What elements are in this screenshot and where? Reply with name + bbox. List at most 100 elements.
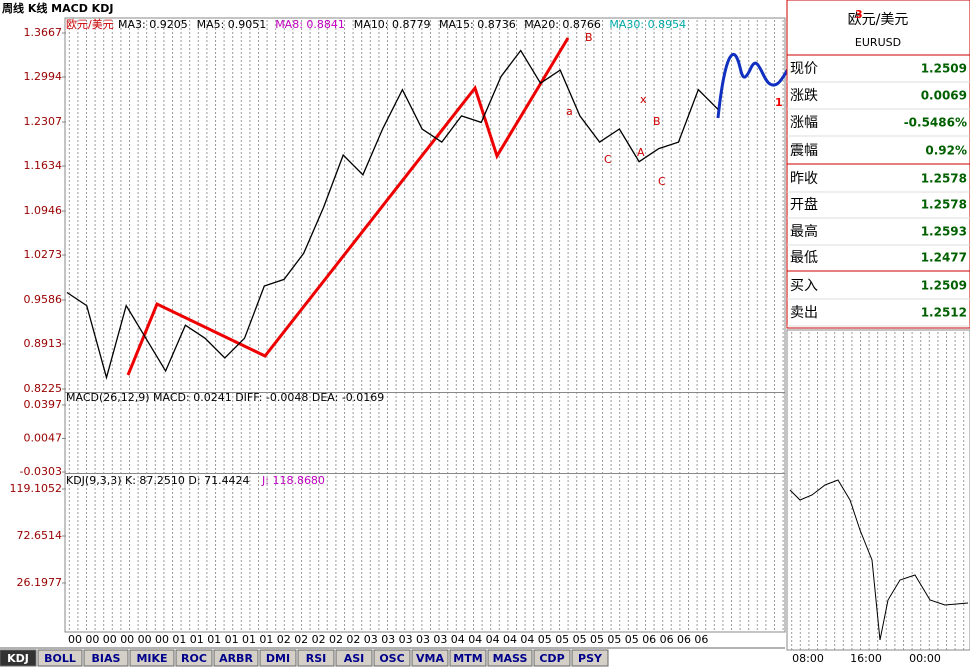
tab-label[interactable]: BOLL (44, 652, 76, 665)
time-label: 08:00 (792, 652, 824, 665)
x-tick-label: 06 (642, 633, 656, 646)
tab-label[interactable]: BIAS (92, 652, 121, 665)
tab[interactable] (175, 649, 213, 667)
quote-value: 0.92% (925, 144, 967, 158)
x-tick-label: 00 (138, 633, 152, 646)
x-tick-label: 01 (190, 633, 204, 646)
tab[interactable] (449, 649, 487, 667)
tab[interactable] (487, 649, 533, 667)
tab-label[interactable]: ARBR (219, 652, 253, 665)
annotation: C (658, 175, 666, 188)
tab-label[interactable]: MASS (493, 652, 528, 665)
tab[interactable] (129, 649, 175, 667)
ma-label: MA15: 0.8736 (439, 18, 516, 31)
tab-label[interactable]: DMI (266, 652, 290, 665)
quote-value: 1.2509 (921, 62, 967, 76)
ma-label: MA5: 0.9051 (197, 18, 267, 31)
quote-value: 1.2509 (921, 279, 967, 293)
quote-label: 最高 (790, 223, 818, 240)
x-tick-label: 02 (346, 633, 360, 646)
tab[interactable] (37, 649, 83, 667)
tab-label[interactable]: PSY (578, 652, 603, 665)
x-tick-label: 01 (259, 633, 273, 646)
y-tick-label: 26.1977 (17, 576, 63, 589)
tab-label[interactable]: ASI (344, 652, 365, 665)
y-tick-label: 1.2307 (24, 115, 63, 128)
quote-value: -0.5486% (904, 116, 967, 130)
x-tick-label: 00 (103, 633, 117, 646)
y-tick-label: 119.1052 (10, 482, 63, 495)
y-tick-label: 1.2994 (24, 70, 63, 83)
tab-label[interactable]: VMA (416, 652, 444, 665)
quote-label: 涨跌 (790, 88, 818, 104)
annotation: a (566, 105, 573, 118)
y-tick-label: 72.6514 (17, 529, 63, 542)
kdj-grid (65, 474, 785, 632)
quote-label: 开盘 (790, 196, 818, 213)
tab[interactable] (571, 649, 609, 667)
x-tick-label: 04 (451, 633, 465, 646)
tab-label[interactable]: RSI (306, 652, 327, 665)
tab-label[interactable]: MTM (453, 652, 482, 665)
tab[interactable] (0, 649, 37, 667)
main-grid (65, 18, 785, 392)
x-tick-label: 05 (538, 633, 552, 646)
ma-label: MA3: 0.9205 (118, 18, 188, 31)
quote-code: EURUSD (855, 36, 901, 49)
intraday-line (789, 479, 969, 641)
time-label: 16:00 (850, 652, 882, 665)
annotation: A (637, 146, 645, 159)
x-tick-label: 05 (590, 633, 604, 646)
macd-header: MACD(26,12,9) MACD: 0.0241 DIFF: -0.0048… (66, 391, 384, 404)
x-tick-label: 01 (242, 633, 256, 646)
y-tick-label: 0.8913 (24, 337, 63, 350)
x-tick-label: 04 (468, 633, 482, 646)
x-tick-label: 05 (555, 633, 569, 646)
tab-label[interactable]: MIKE (136, 652, 167, 665)
quote-label: 卖出 (790, 305, 818, 321)
quote-value: 1.2578 (921, 198, 967, 212)
tab-label[interactable]: OSC (379, 652, 404, 665)
annotation: 3 (855, 8, 863, 21)
tab-label[interactable]: ROC (181, 652, 207, 665)
y-tick-label: 1.1634 (24, 159, 63, 172)
quote-value: 1.2593 (921, 225, 967, 239)
x-tick-label: 04 (520, 633, 534, 646)
quote-value: 1.2477 (921, 251, 967, 265)
tab[interactable] (83, 649, 129, 667)
y-tick-label: 0.0047 (24, 432, 63, 445)
annotation: 1 (775, 96, 783, 109)
annotation: B (585, 31, 593, 44)
x-tick-label: 00 (68, 633, 82, 646)
tab[interactable] (335, 649, 373, 667)
tab[interactable] (411, 649, 449, 667)
intraday-panel (786, 329, 970, 651)
y-tick-label: 0.0397 (24, 398, 63, 411)
y-tick-label: 0.9586 (24, 293, 63, 306)
quote-label: 买入 (790, 278, 818, 294)
title: 周线 K线 MACD KDJ (2, 1, 113, 15)
time-label: 00:00 (909, 652, 941, 665)
y-tick-label: 1.0273 (24, 248, 63, 261)
y-tick-label: 0.8225 (24, 382, 63, 395)
tab[interactable] (373, 649, 411, 667)
quote-label: 震幅 (790, 143, 818, 159)
quote-label: 最低 (790, 250, 818, 266)
tab[interactable] (297, 649, 335, 667)
quote-label: 涨幅 (790, 115, 818, 131)
chart-frame (64, 17, 786, 633)
tab[interactable] (533, 649, 571, 667)
x-tick-label: 03 (433, 633, 447, 646)
tab-label[interactable]: CDP (539, 652, 564, 665)
tab[interactable] (259, 649, 297, 667)
annotation: x (640, 93, 647, 106)
x-tick-label: 00 (155, 633, 169, 646)
price-line (66, 49, 719, 381)
x-tick-label: 01 (225, 633, 239, 646)
tab-label[interactable]: KDJ (7, 652, 29, 665)
ma-label: MA20: 0.8766 (524, 18, 601, 31)
tab[interactable] (213, 649, 259, 667)
x-tick-label: 06 (694, 633, 708, 646)
x-tick-label: 02 (329, 633, 343, 646)
